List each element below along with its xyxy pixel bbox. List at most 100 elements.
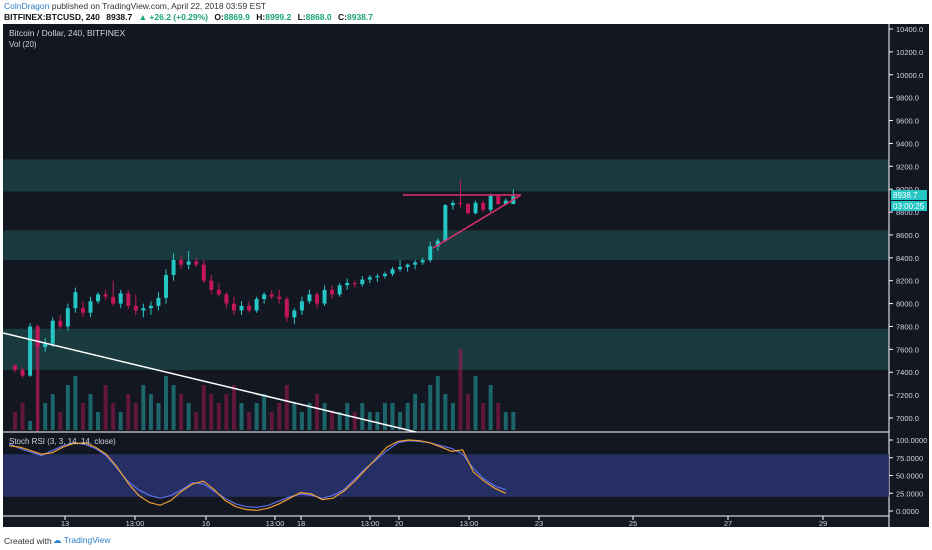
volume-bar [473, 376, 478, 430]
volume-bar [299, 412, 304, 430]
time-tick-label: 23 [535, 519, 543, 527]
volume-bar [216, 403, 221, 430]
candle-body [118, 293, 123, 304]
candle-body [171, 260, 176, 275]
candle-body [20, 369, 25, 376]
price-axis[interactable]: 7000.0 7200.0 7400.0 7600.0 7800.0 8000.0 8200… [889, 25, 923, 423]
volume-bar [247, 412, 252, 430]
price-tick-label: 10400.0 [896, 25, 923, 34]
candle-body [186, 261, 191, 265]
stoch-axis[interactable]: 0.0000 25.0000 50.0000 75.0000 100.0000 [889, 436, 927, 516]
stoch-tick-label: 0.0000 [896, 507, 919, 516]
stoch-d-line [8, 439, 507, 511]
volume-bar [360, 403, 365, 430]
close-label: C: [338, 12, 347, 22]
volume-bar [201, 385, 206, 430]
author-link[interactable]: ColnDragon [4, 1, 50, 11]
ascending-triangle[interactable] [403, 194, 522, 249]
candle-body [103, 294, 108, 297]
current-price-badge: 8938.7 03:00:25 [891, 190, 927, 211]
candle-body [330, 289, 335, 295]
candle-body [443, 205, 448, 241]
volume-bar [488, 385, 493, 430]
candle-body [111, 296, 116, 304]
chart-canvas[interactable]: 7000.0 7200.0 7400.0 7600.0 7800.0 8000.0 8200… [2, 24, 929, 528]
volume-bar [352, 412, 357, 430]
volume-bar [466, 394, 470, 430]
stoch-tick-label: 100.0000 [896, 436, 927, 445]
volume-bar [171, 385, 176, 430]
candle-body [420, 260, 425, 263]
candle-body [194, 261, 199, 265]
time-tick-label: 20 [395, 519, 403, 527]
volume-bar [435, 376, 440, 430]
candle-body [322, 289, 327, 304]
candle-body [435, 240, 440, 247]
chart-legend-title: Bitcoin / Dollar, 240, BITFINEX [9, 28, 126, 38]
volume-bar [413, 394, 418, 430]
time-axis[interactable]: 13 13:00 16 13:00 18 13:00 20 13:00 23 25 27 29 [61, 516, 827, 528]
candle-body [367, 277, 372, 280]
candle-body [164, 274, 168, 298]
volume-legend: Vol (20) [9, 40, 37, 49]
close-value: 8938.7 [346, 12, 373, 22]
candle-body [277, 296, 282, 300]
price-change: +26.2 (+0.29%) [149, 12, 209, 22]
volume-bar [277, 403, 282, 430]
chart-area[interactable]: 7000.0 7200.0 7400.0 7600.0 7800.0 8000.0 8200… [2, 24, 929, 528]
countdown-badge-bg [891, 201, 927, 211]
downtrend-line[interactable] [2, 332, 417, 433]
volume-bar [209, 394, 214, 430]
volume-bar [13, 412, 17, 430]
volume-bar [111, 403, 116, 430]
volume-bar [330, 412, 335, 430]
price-tick-label: 8200.0 [896, 277, 919, 286]
triangle-support-line[interactable] [432, 194, 522, 249]
volume-bar [458, 349, 463, 430]
price-tick-label: 9400.0 [896, 139, 919, 148]
volume-bar [186, 403, 191, 430]
open-value: 8869.9 [223, 12, 250, 22]
candle-body [405, 264, 410, 267]
candle-body [148, 305, 153, 309]
time-tick-label: 13:00 [266, 519, 285, 527]
volume-bar [164, 376, 168, 430]
tradingview-logo[interactable]: ☁ TradingView [53, 535, 111, 546]
volume-bar [337, 412, 342, 430]
stoch-tick-label: 75.0000 [896, 454, 923, 463]
stoch-band-fill [3, 454, 889, 497]
candle-body [473, 202, 478, 214]
stoch-tick-label: 25.0000 [896, 489, 923, 498]
brand-label: TradingView [63, 535, 111, 545]
price-tick-label: 8400.0 [896, 254, 919, 263]
candle-body [88, 301, 93, 313]
volume-bar [292, 403, 297, 430]
up-triangle-icon: ▲ [138, 12, 148, 22]
low-value: 8868.0 [305, 12, 332, 22]
volume-bar [239, 403, 244, 430]
candle-body [262, 294, 267, 300]
candle-body [466, 204, 470, 214]
candle-body [141, 308, 146, 311]
time-tick-label: 18 [297, 519, 305, 527]
volume-bar [375, 412, 380, 430]
volume-bar [511, 412, 516, 430]
candle-body [231, 303, 236, 311]
candle-body [458, 202, 463, 205]
candle-body [315, 294, 319, 304]
price-tick-label: 10000.0 [896, 71, 923, 80]
price-tick-label: 9000.0 [896, 185, 919, 194]
volume-bar [284, 385, 289, 430]
stoch-band [3, 454, 889, 497]
volume-bar [224, 394, 229, 430]
price-tick-label: 7000.0 [896, 414, 919, 423]
price-badge-value: 8938.7 [893, 191, 918, 200]
candle-body [496, 196, 501, 205]
symbol-label: BITFINEX:BTCUSD, 240 [4, 12, 100, 22]
volume-bar [496, 403, 501, 430]
volume-bar [443, 394, 448, 430]
stoch-legend: Stoch RSI (3, 3, 14, 14, close) [9, 437, 116, 446]
volume-bar [50, 394, 55, 430]
volume-bar [307, 403, 312, 430]
candle-body [360, 279, 365, 285]
